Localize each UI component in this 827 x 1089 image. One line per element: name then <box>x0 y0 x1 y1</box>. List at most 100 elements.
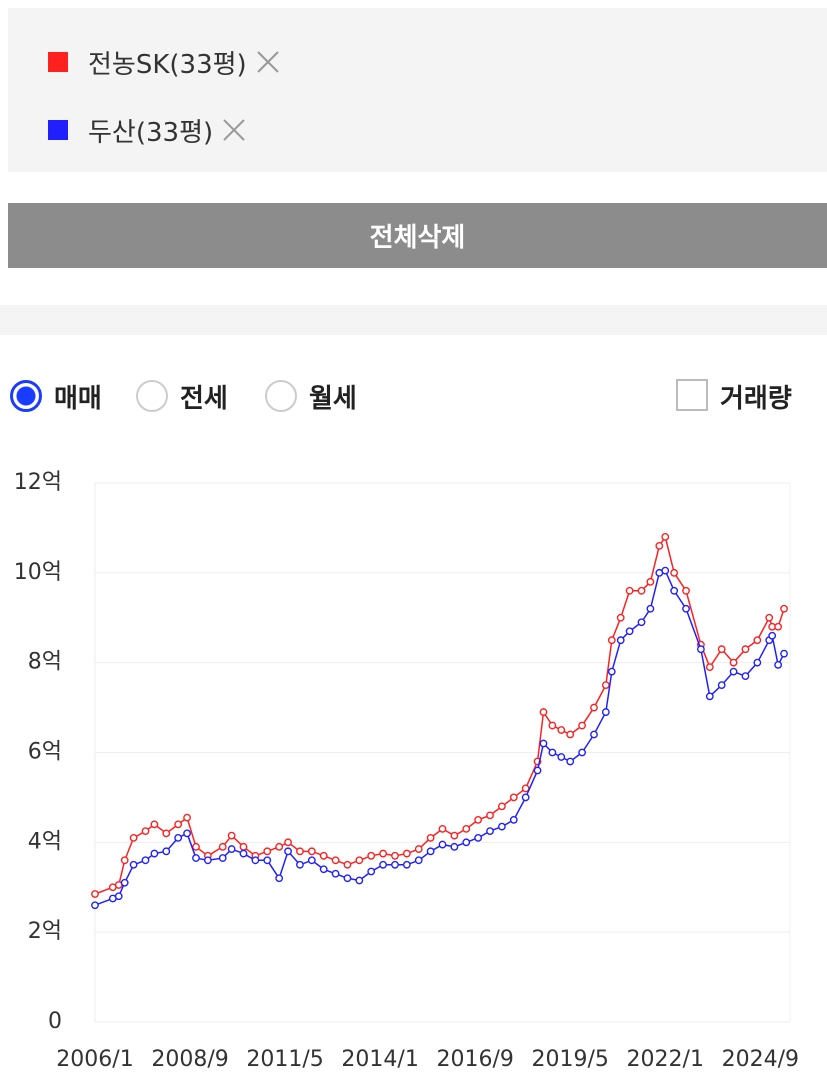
y-tick-label: 10억 <box>14 560 62 585</box>
data-point <box>450 842 459 851</box>
chart: 0 2억 4억 6억 8억 10억 12억 2006/1 2008/9 2011/5 2014/1 2… <box>14 470 799 1072</box>
data-point <box>227 831 236 840</box>
data-point <box>474 833 483 842</box>
data-point <box>343 860 352 869</box>
radio[interactable] <box>265 380 297 412</box>
data-point <box>183 813 191 822</box>
data-point <box>367 867 376 876</box>
data-point <box>557 753 566 761</box>
data-point <box>162 847 171 856</box>
data-point <box>661 533 670 541</box>
data-point <box>509 815 518 824</box>
radio-option[interactable]: 전세 <box>136 374 228 418</box>
data-point <box>263 856 272 865</box>
data-point <box>129 833 138 842</box>
x-tick-label: 2024/9 <box>722 1047 799 1072</box>
data-point <box>590 703 598 712</box>
data-point <box>637 618 646 627</box>
data-point <box>355 876 364 885</box>
data-point <box>548 721 557 730</box>
data-point <box>521 793 530 802</box>
data-point <box>218 842 227 851</box>
data-point <box>637 586 646 595</box>
data-point <box>498 822 506 831</box>
data-point <box>307 847 316 856</box>
data-point <box>509 793 518 802</box>
data-point <box>498 802 506 811</box>
remove-button[interactable] <box>255 49 281 75</box>
data-point <box>729 667 738 676</box>
data-point <box>655 541 664 550</box>
data-point <box>319 851 328 860</box>
y-tick-label: 6억 <box>28 740 62 765</box>
data-point <box>741 645 750 654</box>
data-point <box>239 842 248 851</box>
data-point <box>578 748 586 757</box>
x-tick-label: 2006/1 <box>56 1047 133 1072</box>
data-point <box>343 874 352 883</box>
radio[interactable] <box>10 380 42 412</box>
data-point <box>141 827 150 836</box>
data-point <box>607 667 616 676</box>
data-point <box>646 604 655 613</box>
data-point <box>150 849 159 858</box>
selected-item: 전농SK(33평) <box>48 42 281 82</box>
data-point <box>768 631 777 640</box>
y-tick-label: 4억 <box>28 829 62 854</box>
data-point <box>705 663 714 672</box>
checkbox[interactable] <box>676 379 708 411</box>
data-point <box>682 586 690 595</box>
data-point <box>539 739 548 748</box>
data-point <box>780 649 788 658</box>
data-point <box>174 833 183 842</box>
x-tick-label: 2011/5 <box>246 1047 323 1072</box>
data-point <box>162 829 171 838</box>
radio-option[interactable]: 매매 <box>10 374 102 418</box>
data-point <box>670 568 679 577</box>
data-point <box>192 842 200 851</box>
data-point <box>601 708 610 716</box>
data-point <box>765 613 774 622</box>
data-point <box>391 860 399 869</box>
data-point <box>379 849 387 858</box>
series <box>91 533 788 898</box>
data-point <box>284 847 292 856</box>
data-point <box>239 849 248 858</box>
data-point <box>367 851 376 860</box>
data-point <box>548 748 557 757</box>
data-point <box>539 708 548 716</box>
selected-item: 두산(33평) <box>48 110 247 150</box>
y-tick-label: 8억 <box>28 650 62 675</box>
data-point <box>275 842 284 851</box>
data-point <box>227 845 236 853</box>
data-point <box>129 860 138 869</box>
data-point <box>696 645 705 654</box>
data-point <box>414 856 423 865</box>
x-tick-label: 2014/1 <box>341 1047 418 1072</box>
data-point <box>566 730 575 739</box>
data-point <box>462 824 471 833</box>
data-point <box>780 604 788 613</box>
data-point <box>414 845 423 853</box>
radio-option[interactable]: 월세 <box>265 374 357 418</box>
data-point <box>566 757 575 766</box>
x-tick-label: 2022/1 <box>627 1047 704 1072</box>
radio[interactable] <box>136 380 168 412</box>
delete-all-button[interactable]: 전체삭제 <box>8 203 827 268</box>
remove-button[interactable] <box>221 117 247 143</box>
data-point <box>275 874 284 883</box>
data-point <box>616 636 625 645</box>
y-tick-label: 0 <box>48 1009 62 1034</box>
data-point <box>319 865 328 874</box>
data-point <box>705 692 714 701</box>
data-point <box>601 681 610 690</box>
data-point <box>774 661 783 669</box>
data-point <box>91 890 99 898</box>
data-point <box>661 566 670 575</box>
data-point <box>203 856 212 865</box>
legend-swatch <box>48 120 68 140</box>
data-point <box>355 856 364 865</box>
radio-label: 월세 <box>309 383 357 414</box>
data-point <box>774 622 783 631</box>
series <box>91 566 788 910</box>
